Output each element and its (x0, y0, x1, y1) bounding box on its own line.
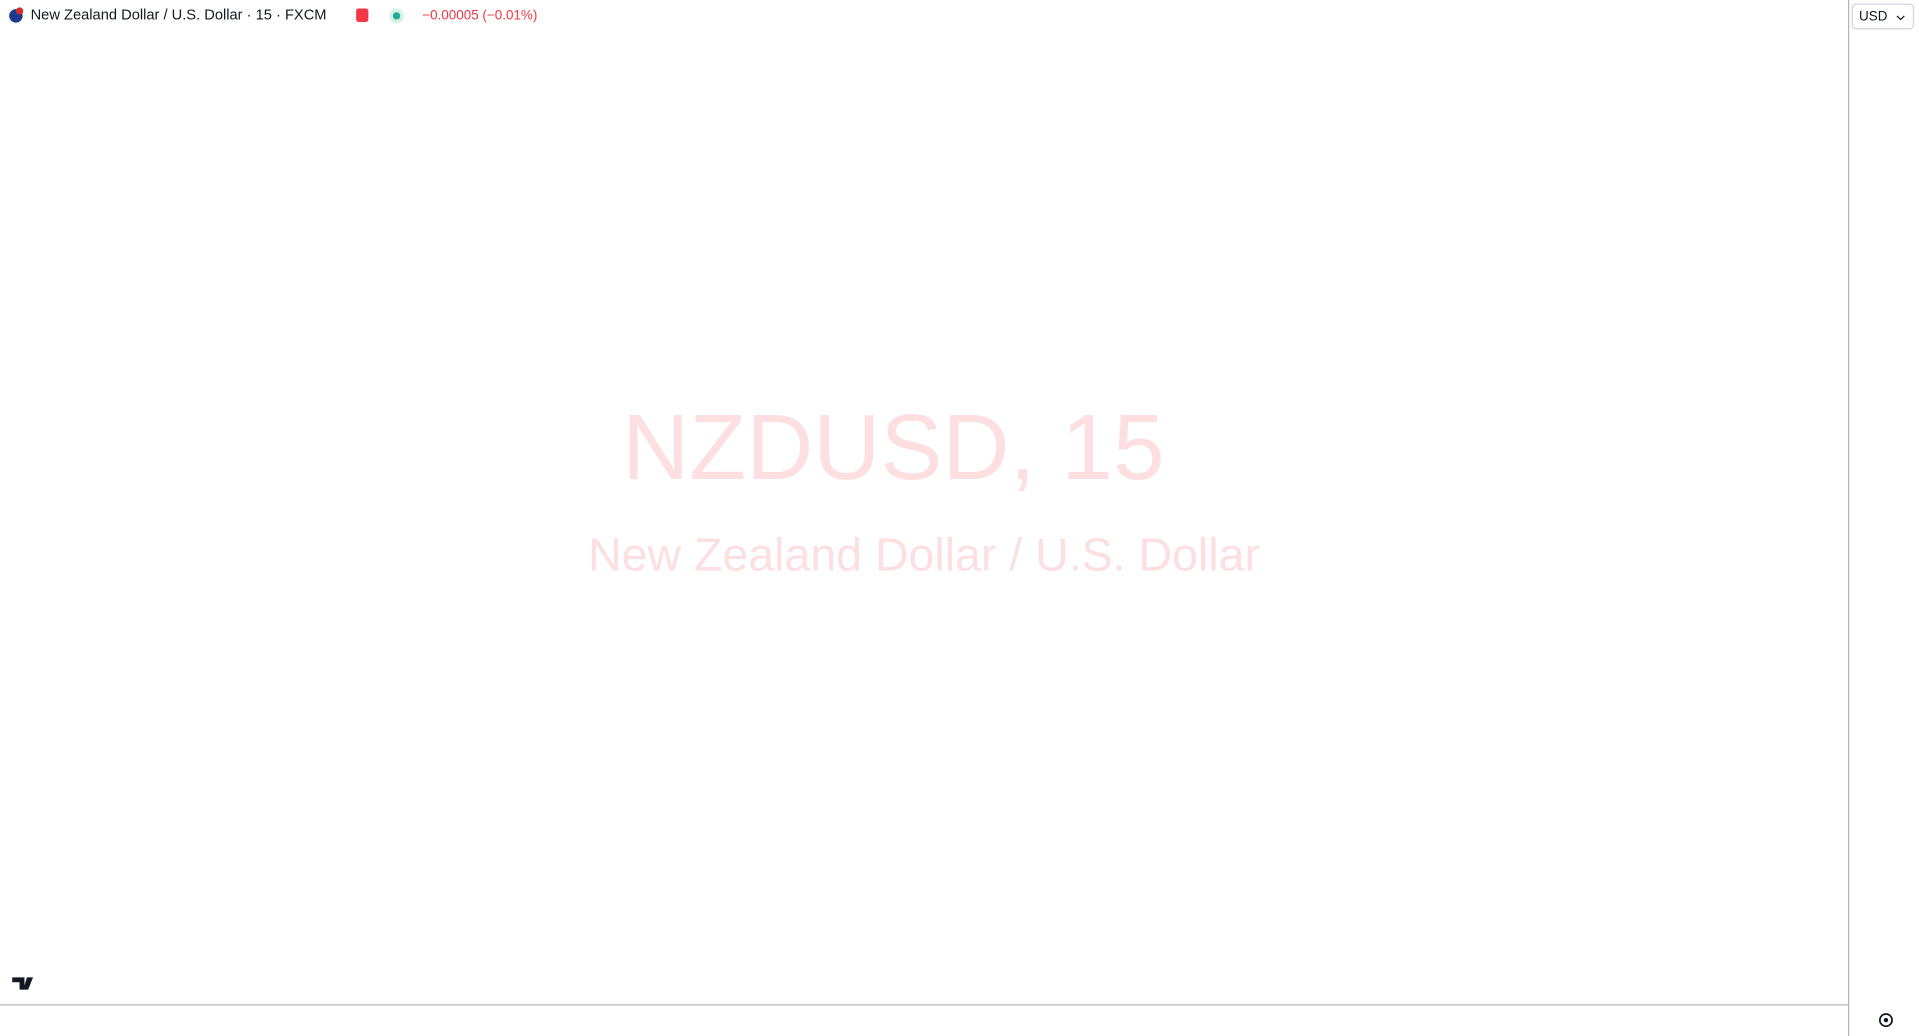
price-axis (1848, 0, 1919, 1036)
watermark: NZDUSD, 15 New Zealand Dollar / U.S. Dol… (588, 395, 1260, 580)
settings-icon[interactable] (1878, 1013, 1893, 1028)
watermark-description: New Zealand Dollar / U.S. Dollar (588, 529, 1260, 581)
chevron (1896, 15, 1905, 21)
currency-button[interactable] (1851, 3, 1915, 30)
currency-label: USD (1859, 9, 1888, 24)
time-axis (0, 1004, 1849, 1036)
flag-icon[interactable] (356, 8, 369, 22)
watermark-symbol: NZDUSD, 15 (622, 395, 1165, 499)
market-status-dot (392, 12, 401, 20)
symbol-title[interactable]: New Zealand Dollar / U.S. Dollar · 15 · … (31, 8, 327, 24)
tv-logo[interactable] (12, 977, 34, 990)
settings-icon-center (1883, 1017, 1889, 1023)
symbol-flag (15, 7, 24, 15)
price-change: −0.00005 (−0.01%) (422, 7, 537, 22)
